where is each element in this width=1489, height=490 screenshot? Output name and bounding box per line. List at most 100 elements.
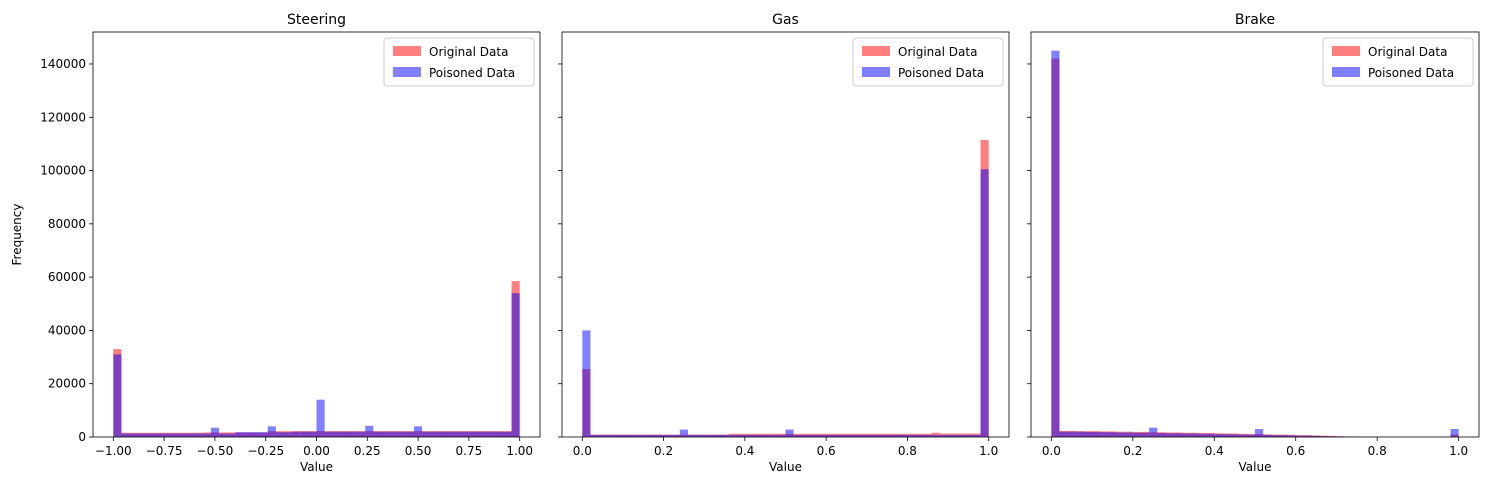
bar [696,434,705,437]
y-tick-label: 40000 [48,323,86,337]
bar [487,431,496,437]
bar [801,434,810,437]
bar [153,433,163,437]
bar [202,433,211,437]
bar [430,431,439,437]
bar [793,434,802,437]
x-tick-label: 0.8 [898,444,917,458]
bar [1263,434,1272,437]
bar [785,429,794,437]
bar [422,431,431,437]
bar [1214,434,1223,437]
bar [1246,434,1255,437]
y-tick-label: 100000 [40,164,86,178]
x-tick-label: 1.0 [1449,444,1468,458]
bar [736,434,745,437]
y-tick-label: 60000 [48,270,86,284]
bar [1279,435,1288,437]
bar [405,431,415,437]
bar [899,434,908,437]
legend-swatch-poisoned [1332,67,1360,77]
bar [679,429,688,437]
bar [931,434,940,437]
bar [956,434,965,437]
legend-swatch-original [393,46,421,56]
bar [1149,427,1158,437]
bar [129,433,138,437]
bar [194,433,203,437]
legend: Original Data Poisoned Data [383,37,535,87]
bar [267,426,276,437]
x-tick-label: 0.75 [456,444,483,458]
bar [503,431,512,437]
bar [980,169,989,437]
bar [316,399,325,437]
x-tick-label: 0.4 [1205,444,1224,458]
x-tick-label: −0.50 [197,444,234,458]
bar [842,434,851,437]
bar [671,434,680,437]
bar [712,434,721,437]
bar [462,431,471,437]
bar [1230,434,1239,437]
bar [972,434,981,437]
x-axis-label: Value [769,460,802,474]
x-tick-label: 0.4 [735,444,754,458]
legend-swatch-poisoned [862,67,890,77]
panel-steering: −1.00 −0.75 −0.50 −0.25 0.00 0.25 0.50 0.75 1.00… [10,12,541,474]
bar [818,434,827,437]
bar [1189,433,1198,437]
panel-brake: 0.0 0.2 0.4 0.6 0.8 1.0 Brake Value Original Dat… [1027,12,1480,474]
legend: Original Data Poisoned Data [852,37,1004,87]
bar [687,434,697,437]
bar [809,434,819,437]
bar [939,434,949,437]
bar [1450,429,1459,437]
x-tick-label: 0.8 [1368,444,1387,458]
y-tick-label: 0 [78,430,86,444]
bar [1075,431,1084,437]
bar [511,293,520,437]
axes-frame [1030,31,1480,438]
y-tick-label: 120000 [40,110,86,124]
bar [397,431,406,437]
panel-gas: 0.0 0.2 0.4 0.6 0.8 1.0 Gas Value Original Data P… [558,12,1010,474]
bar [1157,433,1166,437]
bar [1255,429,1264,437]
bar [964,434,973,437]
bar [639,434,648,437]
bar [1067,431,1076,437]
legend-label: Original Data [898,45,977,59]
y-tick-label: 20000 [48,377,86,391]
bar [1206,433,1215,437]
bar [1083,431,1093,437]
bar [777,434,786,437]
bar [1222,434,1231,437]
bar [923,434,932,437]
bar [235,432,244,437]
bar [598,434,607,437]
bar [389,431,398,437]
bar [622,434,632,437]
bar [113,354,122,437]
bar [332,431,341,437]
x-tick-label: 0.2 [1123,444,1142,458]
bar [631,434,640,437]
bar [162,433,171,437]
bar [283,432,293,437]
bar [720,434,729,437]
bar [373,431,382,437]
bar [1108,432,1117,437]
bar [137,433,146,437]
x-tick-label: −1.00 [95,444,132,458]
y-tick-label: 140000 [40,57,86,71]
bar [308,431,317,437]
bar [1124,432,1133,437]
legend-box [1322,37,1474,87]
x-tick-label: −0.25 [247,444,284,458]
bar [243,432,252,437]
bar [357,431,366,437]
legend-swatch-original [862,46,890,56]
bar [663,434,672,437]
x-tick-label: −0.75 [146,444,183,458]
